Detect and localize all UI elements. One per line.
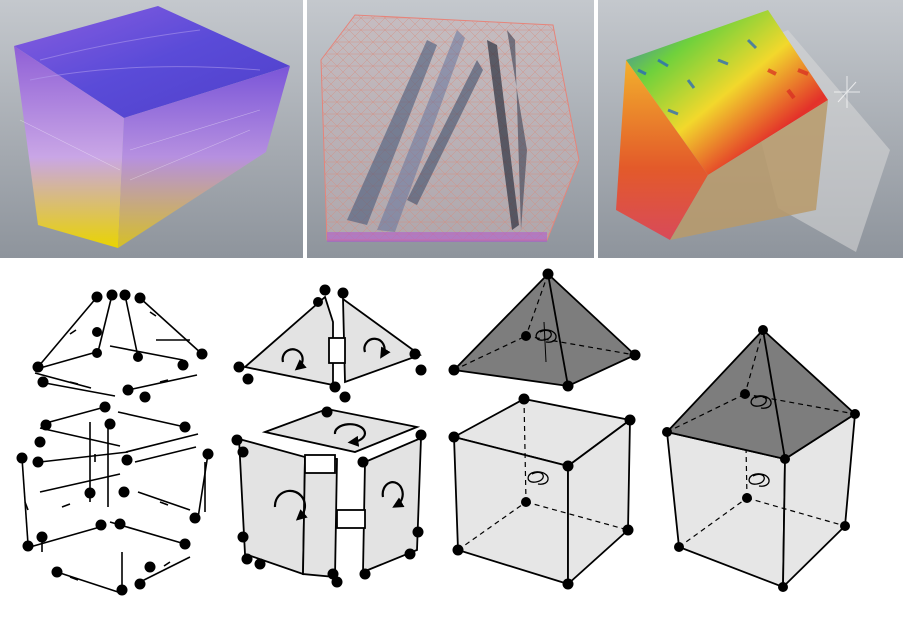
spiral-icon	[535, 329, 557, 343]
dark-pyramid	[452, 272, 637, 387]
pyramid-cube-joined-diagram	[655, 262, 903, 619]
light-cube	[451, 398, 633, 587]
edge-decomposition-diagram	[0, 262, 225, 619]
pyramid-faces	[243, 295, 422, 387]
circulation-arrows-top	[281, 337, 391, 371]
vertex-dots	[16, 289, 214, 596]
render-panel-wireframe-cube	[307, 0, 594, 258]
vertex-dots	[662, 325, 860, 592]
cube-edges	[21, 406, 209, 593]
face-circulation-diagram	[225, 262, 440, 619]
axis-gizmo-icon	[834, 76, 860, 108]
heatmap-cube	[616, 10, 890, 252]
spiral-icon	[527, 471, 549, 485]
vertex-dots	[448, 268, 641, 590]
render-panel-heatmap-cube	[598, 0, 903, 258]
circulation-arrows-cube	[273, 423, 405, 521]
cube-faces	[238, 408, 422, 578]
spiral-icon	[750, 395, 772, 409]
pyramid-edges	[34, 294, 203, 397]
pyramid-cube-separated-diagram	[440, 262, 655, 619]
purple-yellow-cube	[14, 6, 290, 248]
spiral-icon	[748, 473, 770, 487]
vertex-dots	[231, 284, 427, 588]
wireframe-fracture-cube	[320, 14, 580, 242]
light-cube-body	[665, 393, 857, 590]
render-panel-purple-cube	[0, 0, 303, 258]
